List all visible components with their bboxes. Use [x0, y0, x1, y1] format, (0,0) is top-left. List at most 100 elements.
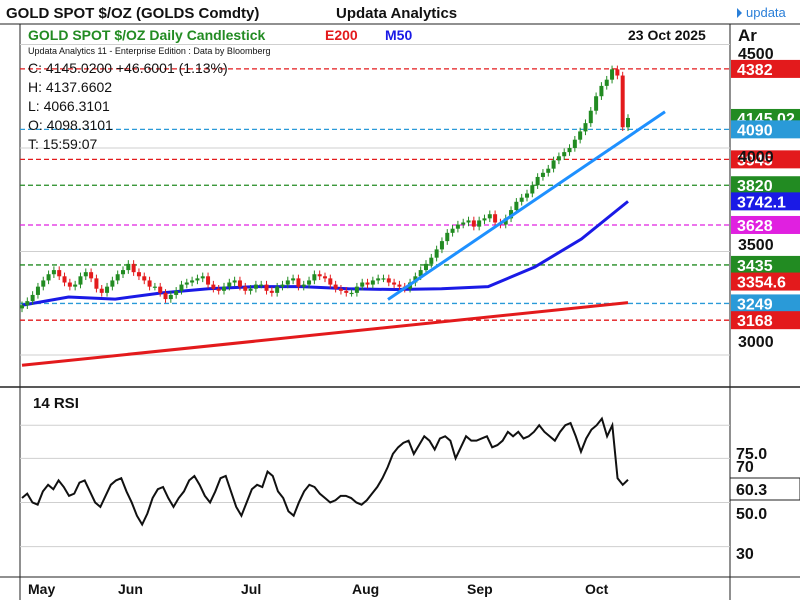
level-lines — [20, 68, 730, 321]
candle-body — [572, 139, 577, 148]
candle-body — [142, 276, 147, 281]
candle-body — [136, 272, 141, 277]
x-label-oct: Oct — [585, 581, 609, 597]
candle-body — [264, 284, 269, 291]
candle-body — [243, 286, 248, 291]
candle-body — [25, 301, 30, 306]
candle-body — [227, 282, 232, 287]
candle-body — [126, 263, 131, 271]
rsi-series — [20, 416, 730, 548]
candle-body — [67, 282, 72, 287]
candle-body — [540, 172, 545, 177]
candle-body — [578, 131, 583, 140]
candle-body — [588, 110, 593, 124]
candle-body — [121, 270, 125, 275]
candle-body — [206, 276, 211, 285]
candle-body — [20, 305, 24, 309]
candle-body — [509, 210, 514, 219]
candle-body — [556, 156, 561, 161]
y-tick-4000: 4000 — [738, 149, 774, 166]
candle-body — [562, 152, 567, 157]
level-tags: 43824145.024090394538203742.136283435335… — [731, 59, 800, 330]
candle-body — [195, 278, 200, 281]
candle-body — [285, 280, 290, 285]
candle-body — [317, 274, 322, 277]
candle-body — [418, 270, 423, 277]
level-tag-3628 — [731, 215, 800, 234]
candle-body — [73, 284, 78, 287]
candle-body — [328, 278, 333, 285]
legend-e200: E200 — [325, 27, 358, 43]
candle-body — [567, 147, 572, 153]
candle-body — [307, 280, 312, 285]
updata-logo: updata — [737, 5, 787, 20]
chart-title: GOLD SPOT $/OZ Daily Candlestick — [28, 27, 265, 43]
candle-body — [514, 201, 519, 211]
m50-line — [21, 200, 629, 307]
candle-body — [604, 79, 609, 86]
level-tag-label-3945: 3945 — [737, 152, 773, 169]
candle-body — [222, 286, 226, 291]
x-label-jun: Jun — [118, 581, 143, 597]
rsi-tick-70: 70 — [736, 459, 754, 476]
x-label-sep: Sep — [467, 581, 493, 597]
candle-body — [62, 276, 67, 283]
ohlc-open: O: 4098.3101 — [28, 117, 113, 133]
candle-body — [110, 280, 115, 287]
candle-body — [370, 280, 375, 285]
candle-body — [386, 278, 391, 283]
level-tag-3945 — [731, 150, 800, 169]
candle-body — [599, 85, 604, 97]
candle-body — [626, 117, 630, 128]
rsi-tick-50: 50.0 — [736, 506, 767, 523]
candle-body — [83, 272, 88, 277]
candle-body — [131, 263, 136, 273]
candle-body — [445, 232, 450, 242]
candle-body — [301, 284, 306, 287]
candle-body — [333, 284, 338, 289]
candle-body — [237, 280, 242, 287]
candle-body — [354, 286, 359, 293]
candle-body — [51, 270, 56, 275]
candle-body — [381, 278, 386, 280]
candle-body — [78, 276, 83, 285]
candle-body — [253, 284, 258, 289]
candle-body — [551, 160, 556, 169]
level-tag-label-3742.1: 3742.1 — [737, 194, 786, 211]
candle-body — [620, 75, 625, 128]
candle-body — [296, 278, 301, 287]
candle-body — [280, 284, 285, 287]
level-tag-4382 — [731, 59, 800, 78]
level-tag-4090 — [731, 120, 800, 139]
rsi-value-tag — [729, 477, 800, 501]
level-tag-label-3354.6: 3354.6 — [737, 275, 786, 292]
ohlc-close: C: 4145.0200 +46.6001 (1.13%) — [28, 60, 228, 76]
candle-body — [57, 270, 62, 277]
candle-body — [487, 214, 492, 219]
level-tag-label-4382: 4382 — [737, 62, 773, 79]
publisher-name: Updata Analytics — [336, 5, 457, 22]
candle-body — [275, 286, 280, 293]
x-label-may: May — [28, 581, 55, 597]
candle-body — [477, 220, 482, 227]
candle-body — [184, 282, 189, 285]
candle-body — [493, 214, 498, 223]
candle-body — [147, 280, 152, 287]
ohlc-high: H: 4137.6602 — [28, 79, 112, 95]
candle-body — [434, 249, 439, 258]
level-tag-3820 — [731, 176, 800, 195]
level-tag-3742.1 — [731, 192, 800, 211]
candle-body — [424, 263, 428, 271]
rsi-value: 60.3 — [736, 482, 767, 499]
candle-body — [450, 228, 455, 233]
candle-body — [269, 290, 274, 293]
e200-series — [21, 301, 629, 367]
candle-body — [525, 193, 529, 198]
candle-body — [439, 241, 444, 250]
candle-body — [232, 280, 237, 283]
candle-body — [248, 288, 253, 291]
candle-body — [610, 69, 615, 80]
level-tag-label-3435: 3435 — [737, 258, 773, 275]
